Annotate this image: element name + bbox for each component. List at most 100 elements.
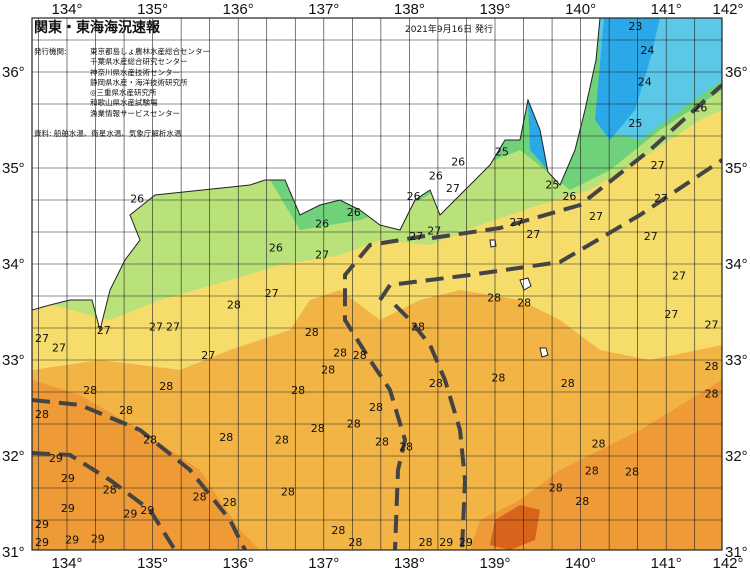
temperature-label: 24 bbox=[640, 44, 654, 57]
map-frame bbox=[31, 17, 723, 551]
issue-date: 2021年9月16日 発行 bbox=[405, 25, 493, 35]
latitude-label-left: 32° bbox=[2, 448, 25, 465]
temperature-label: 23 bbox=[628, 20, 642, 33]
temperature-label: 26 bbox=[130, 193, 144, 206]
temperature-label: 27 bbox=[265, 287, 279, 300]
latitude-label-left: 35° bbox=[2, 160, 25, 177]
issuer-name: 千葉県水産総合研究センター bbox=[90, 57, 188, 67]
longitude-label-bottom: 135° bbox=[137, 555, 168, 572]
sea-23-zone bbox=[595, 18, 660, 140]
temperature-label: 28 bbox=[411, 320, 425, 333]
issuers-label bbox=[34, 56, 90, 66]
temperature-label: 28 bbox=[331, 524, 345, 537]
issuers-label: 発行機関: bbox=[34, 47, 67, 56]
latitude-label-left: 31° bbox=[2, 544, 25, 561]
longitude-label-bottom: 139° bbox=[479, 555, 510, 572]
island bbox=[489, 239, 549, 358]
temperature-label: 28 bbox=[487, 292, 501, 305]
temperature-label: 28 bbox=[575, 495, 589, 508]
latitude-label-right: 34° bbox=[725, 256, 748, 273]
temperature-label: 29 bbox=[123, 508, 137, 521]
issuer-name: 漁業情報サービスセンター bbox=[90, 108, 180, 118]
longitude-labels: 134° 134° 135° 135° 136° 136° 137° 137° 138° 138°… bbox=[51, 1, 743, 572]
latitude-labels: 36° 36° 35° 35° 34° 34° 33° 33° 32° 32° 31° 31° bbox=[2, 64, 748, 561]
land bbox=[32, 18, 601, 332]
temperature-label: 28 bbox=[419, 536, 433, 549]
issuer-name: ◎三重県水産研究所 bbox=[90, 88, 157, 98]
graticule bbox=[32, 18, 722, 550]
temperature-label: 28 bbox=[333, 346, 347, 359]
temperature-label: 28 bbox=[348, 536, 362, 549]
longitude-label-bottom: 140° bbox=[565, 555, 596, 572]
longitude-label-bottom: 134° bbox=[51, 555, 82, 572]
issuers-label bbox=[34, 77, 90, 87]
temperature-label: 26 bbox=[693, 102, 707, 115]
temperature-label: 28 bbox=[275, 434, 289, 447]
current-path-sw-1 bbox=[32, 398, 247, 550]
temperature-label: 28 bbox=[517, 296, 531, 309]
temperature-label: 27 bbox=[654, 192, 668, 205]
latitude-label-left: 36° bbox=[2, 64, 25, 81]
temperature-label: 28 bbox=[369, 401, 383, 414]
temperature-label: 28 bbox=[281, 486, 295, 499]
current-path-offshore bbox=[378, 158, 722, 302]
longitude-label-top: 138° bbox=[394, 1, 425, 18]
issuers-label bbox=[34, 87, 90, 97]
issuers-label bbox=[34, 97, 90, 107]
data-source: 資料: 船舶水温、衛星水温、気象庁解析水温 bbox=[34, 129, 182, 138]
temperature-label: 28 bbox=[399, 440, 413, 453]
longitude-label-top: 135° bbox=[137, 1, 168, 18]
temperature-label: 26 bbox=[269, 242, 283, 255]
temperature-label: 27 bbox=[589, 210, 603, 223]
temperature-label: 29 bbox=[91, 533, 105, 546]
latitude-label-right: 31° bbox=[725, 544, 748, 561]
current-path-sw-2 bbox=[32, 451, 177, 550]
warm-core-30 bbox=[490, 505, 540, 550]
longitude-label-bottom: 137° bbox=[308, 555, 339, 572]
latitude-label-left: 33° bbox=[2, 352, 25, 369]
temperature-label: 28 bbox=[311, 422, 325, 435]
temperature-label: 28 bbox=[585, 464, 599, 477]
temperature-label: 28 bbox=[592, 438, 606, 451]
temperature-label: 27 bbox=[201, 349, 215, 362]
temperature-label: 28 bbox=[625, 465, 639, 478]
longitude-label-bottom: 141° bbox=[651, 555, 682, 572]
temperature-label: 27 bbox=[672, 270, 686, 283]
temperature-label: 27 bbox=[97, 324, 111, 337]
issuer-name: 和歌山県水産試験場 bbox=[90, 98, 158, 108]
temperature-label: 29 bbox=[49, 452, 63, 465]
temperature-label: 27 bbox=[644, 230, 658, 243]
current-path-meander bbox=[393, 303, 468, 550]
temperature-label: 28 bbox=[375, 436, 389, 449]
temperature-label: 27 bbox=[52, 342, 66, 355]
temperature-label: 28 bbox=[291, 384, 305, 397]
temperature-label: 29 bbox=[61, 472, 75, 485]
temperature-label: 28 bbox=[227, 298, 241, 311]
issuers-block: 発行機関: 東京都島しょ農林水産総合センター 千葉県水産総合研究センター 神奈川県水産… bbox=[34, 46, 210, 118]
temperature-label: 28 bbox=[429, 377, 443, 390]
temperature-label: 27 bbox=[705, 318, 719, 331]
longitude-label-top: 134° bbox=[51, 1, 82, 18]
temperature-label: 28 bbox=[321, 364, 335, 377]
longitude-label-top: 137° bbox=[308, 1, 339, 18]
temperature-label: 29 bbox=[459, 536, 473, 549]
temperature-label: 28 bbox=[103, 484, 117, 497]
temperature-label: 28 bbox=[143, 434, 157, 447]
issuer-row: 和歌山県水産試験場 bbox=[34, 97, 210, 107]
temperature-label: 28 bbox=[549, 482, 563, 495]
temperature-label: 28 bbox=[705, 388, 719, 401]
longitude-label-top: 139° bbox=[479, 1, 510, 18]
longitude-label-bottom: 136° bbox=[223, 555, 254, 572]
temperature-label: 25 bbox=[628, 117, 642, 130]
temperature-label: 28 bbox=[119, 404, 133, 417]
current-path-western-loop bbox=[343, 234, 426, 550]
temperature-label: 25 bbox=[495, 146, 509, 159]
current-path-main bbox=[431, 83, 722, 240]
temperature-label: 29 bbox=[61, 502, 75, 515]
issuer-row: 千葉県水産総合研究センター bbox=[34, 56, 210, 66]
issuer-name: 神奈川県水産技術センター bbox=[90, 67, 180, 77]
temperature-label: 29 bbox=[65, 534, 79, 547]
